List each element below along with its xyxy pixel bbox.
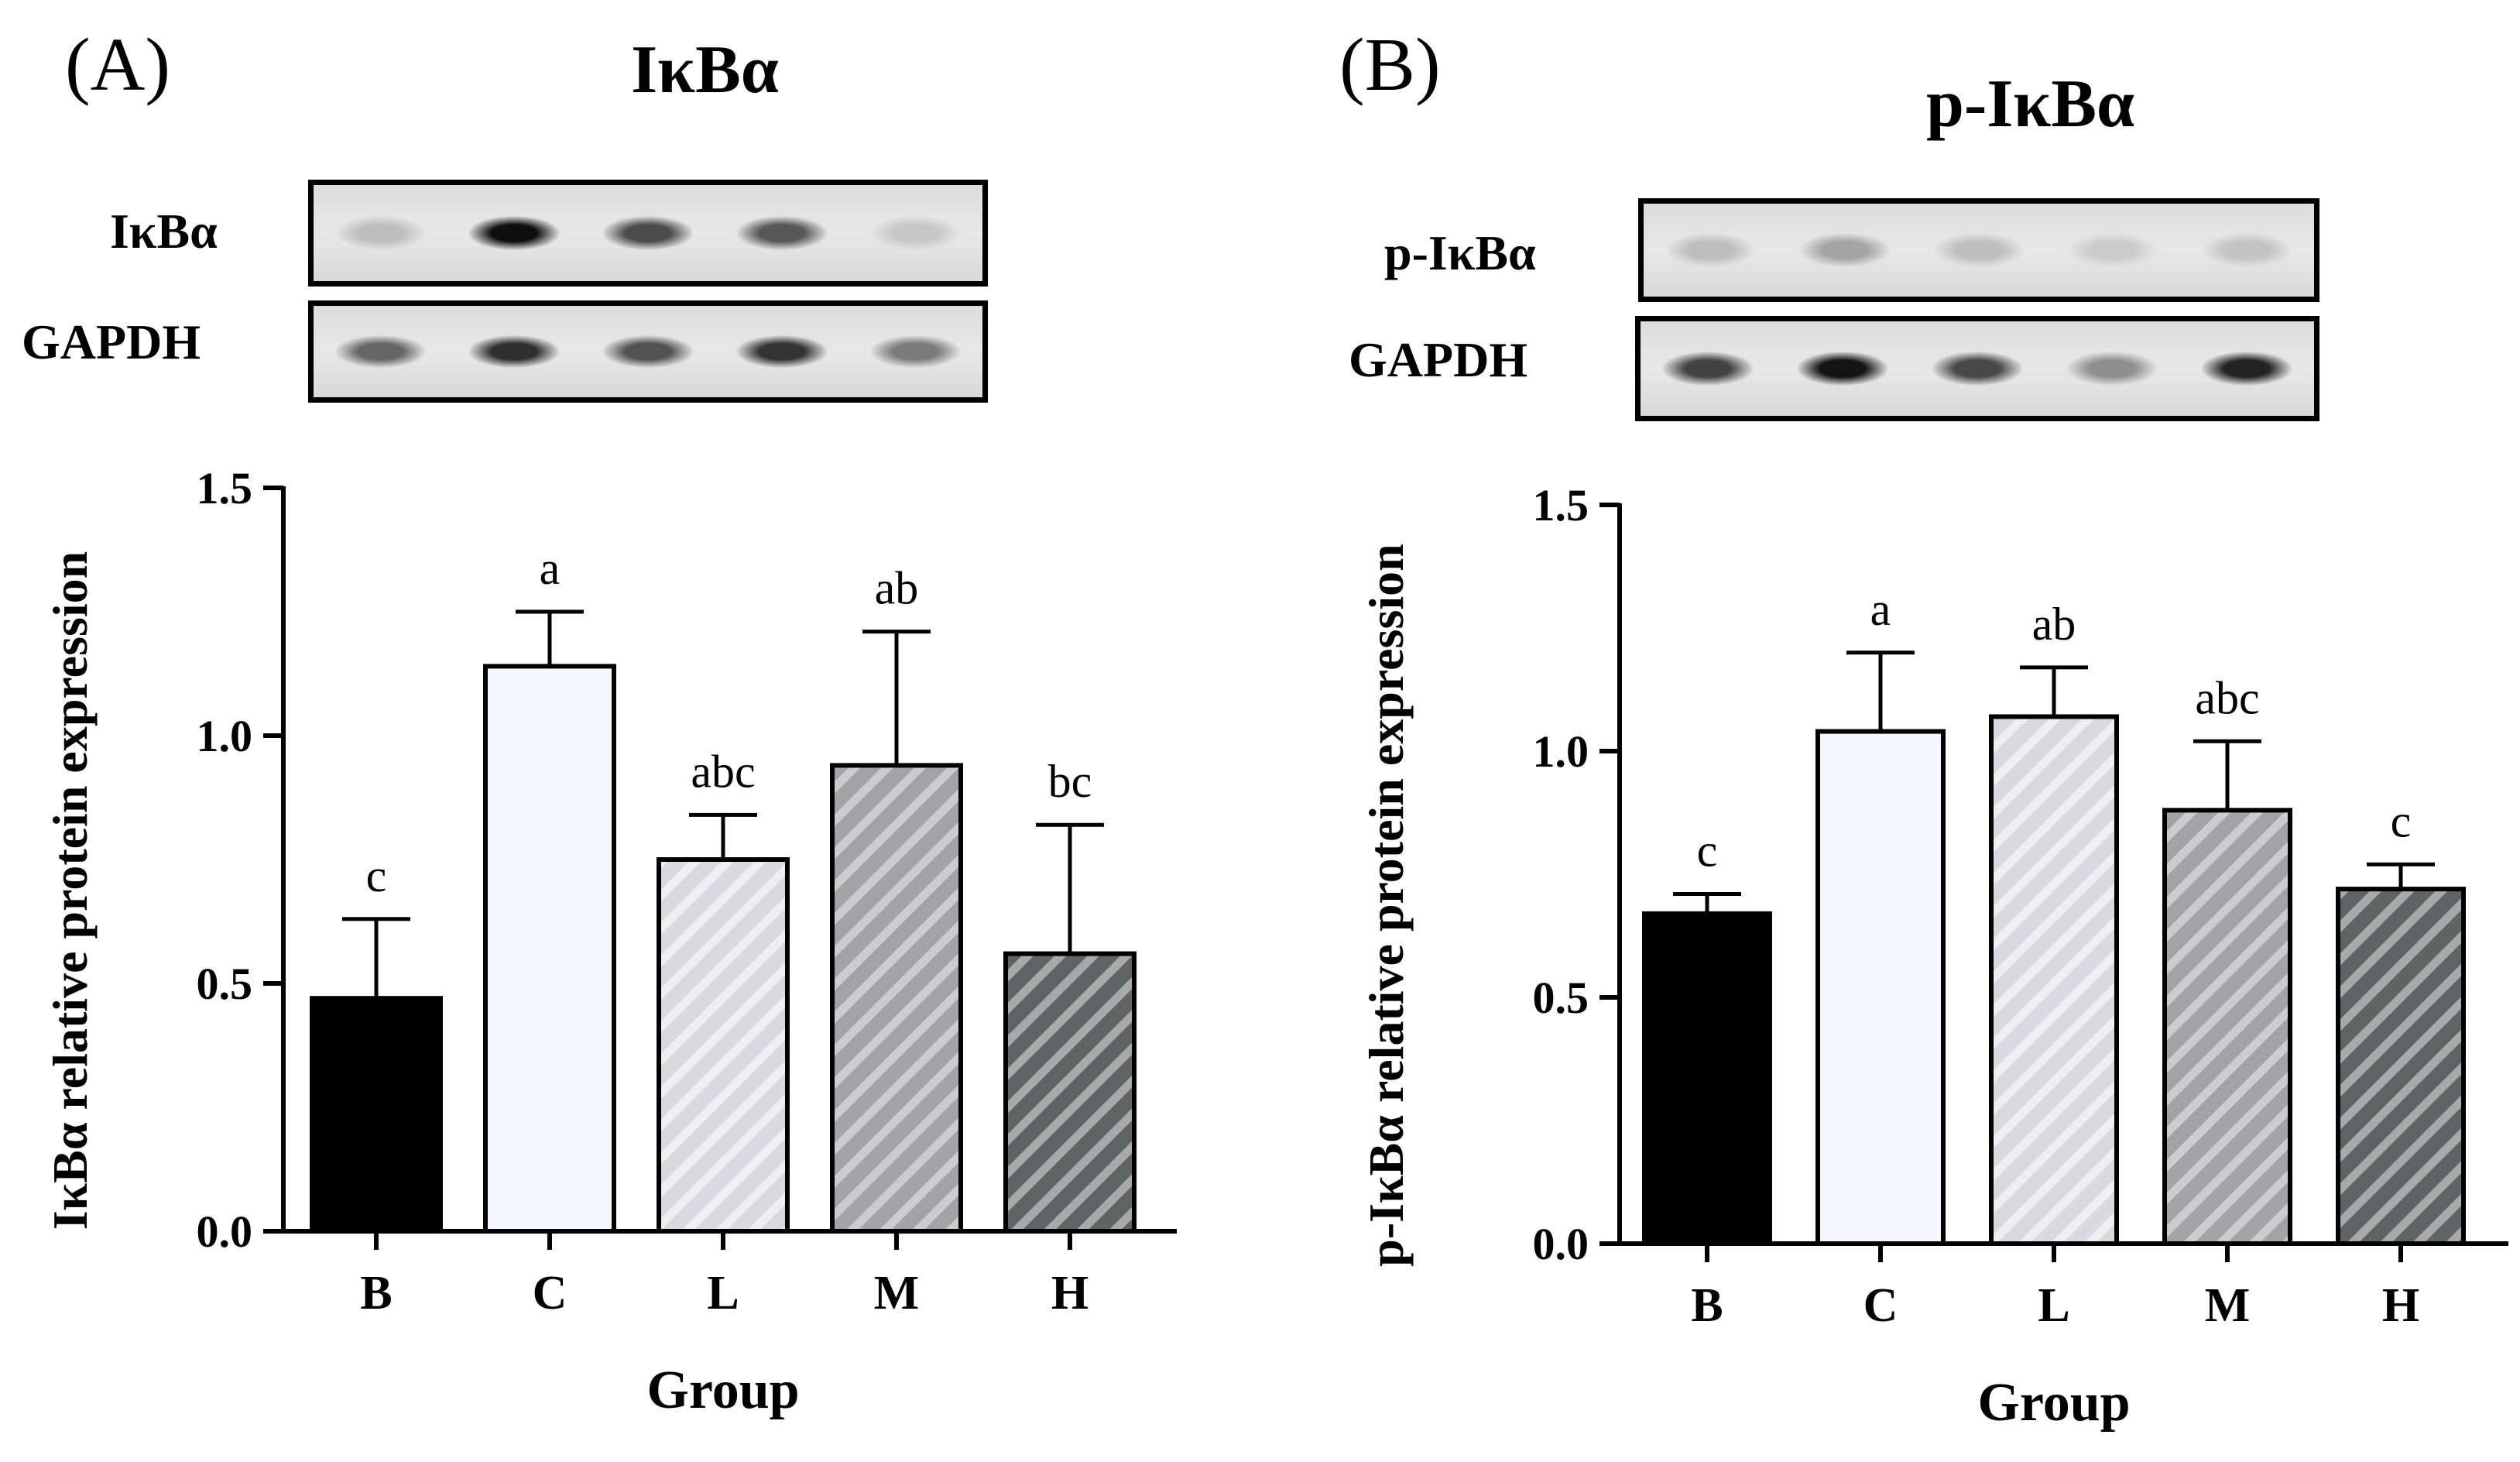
western-blot-target	[1638, 198, 2319, 302]
bar	[2162, 808, 2292, 1246]
significance-label: abc	[2195, 672, 2259, 723]
blot-label-target: p-IκBα	[1384, 225, 1536, 280]
western-blot-target	[308, 180, 988, 287]
blot-band	[468, 335, 560, 369]
significance-label: ab	[2032, 599, 2076, 650]
blot-band	[2066, 352, 2158, 386]
blot-band	[468, 215, 560, 251]
blot-band	[2067, 233, 2159, 267]
panel-label: (A)	[65, 23, 171, 107]
significance-label: c	[366, 850, 387, 901]
western-blot-gapdh	[308, 300, 988, 403]
y-tick-label: 1.5	[1533, 480, 1589, 530]
x-tick-label: H	[1051, 1267, 1089, 1320]
x-tick-label: H	[2382, 1279, 2419, 1332]
x-tick-label: M	[2205, 1279, 2251, 1332]
y-tick-label: 0.5	[197, 959, 253, 1009]
blot-band	[1665, 233, 1757, 267]
blot-label-target: IκBα	[110, 204, 218, 259]
significance-label: c	[1697, 825, 1718, 876]
blot-band	[2200, 352, 2293, 386]
bar	[1642, 911, 1772, 1246]
bar	[483, 664, 616, 1234]
blot-band	[869, 215, 962, 251]
y-tick-label: 0.0	[1533, 1219, 1589, 1269]
bar	[310, 996, 443, 1234]
x-tick-label: C	[1863, 1279, 1898, 1332]
blot-band	[1661, 352, 1754, 386]
bar	[657, 857, 790, 1234]
western-blot-gapdh	[1635, 316, 2319, 421]
x-tick-label: L	[707, 1267, 739, 1320]
x-axis-title: Group	[1977, 1373, 2130, 1433]
x-tick-label: L	[2038, 1279, 2069, 1332]
blot-band	[334, 335, 427, 369]
significance-label: abc	[691, 746, 755, 797]
significance-label: a	[540, 543, 561, 594]
y-tick-label: 1.0	[197, 711, 253, 761]
blot-band	[736, 335, 828, 369]
bar	[2336, 887, 2466, 1247]
x-tick-label: C	[533, 1267, 567, 1320]
blot-band	[334, 215, 427, 251]
bar	[1989, 714, 2119, 1247]
y-axis-title: IκBα relative protein expression	[43, 551, 98, 1230]
panel-title: p-IκBα	[1926, 67, 2135, 142]
y-tick-label: 1.5	[197, 463, 253, 513]
x-tick-label: M	[874, 1267, 920, 1320]
significance-label: c	[2391, 795, 2412, 846]
y-tick-label: 0.0	[197, 1206, 253, 1257]
blot-band	[1933, 233, 2025, 267]
significance-label: ab	[875, 563, 919, 614]
blot-band	[602, 215, 694, 251]
x-axis-title: Group	[646, 1361, 799, 1420]
x-tick-label: B	[360, 1267, 392, 1320]
blot-band	[1798, 233, 1891, 267]
blot-band	[869, 335, 962, 369]
blot-label-gapdh: GAPDH	[1349, 332, 1528, 387]
blot-band	[2201, 233, 2293, 267]
panel-title: IκBα	[631, 33, 779, 108]
y-tick-label: 0.5	[1533, 973, 1589, 1023]
bar	[1003, 951, 1137, 1234]
y-axis-title: p-IκBα relative protein expression	[1359, 544, 1414, 1266]
blot-band	[1796, 352, 1889, 386]
x-tick-label: B	[1691, 1279, 1723, 1332]
bar	[1815, 729, 1946, 1246]
significance-label: a	[1870, 584, 1891, 635]
blot-band	[736, 215, 828, 251]
blot-band	[1931, 352, 2024, 386]
panel-label: (B)	[1339, 23, 1441, 107]
blot-band	[602, 335, 694, 369]
bar	[830, 763, 963, 1234]
y-tick-label: 1.0	[1533, 726, 1589, 777]
significance-label: bc	[1048, 756, 1092, 807]
blot-label-gapdh: GAPDH	[22, 314, 201, 369]
